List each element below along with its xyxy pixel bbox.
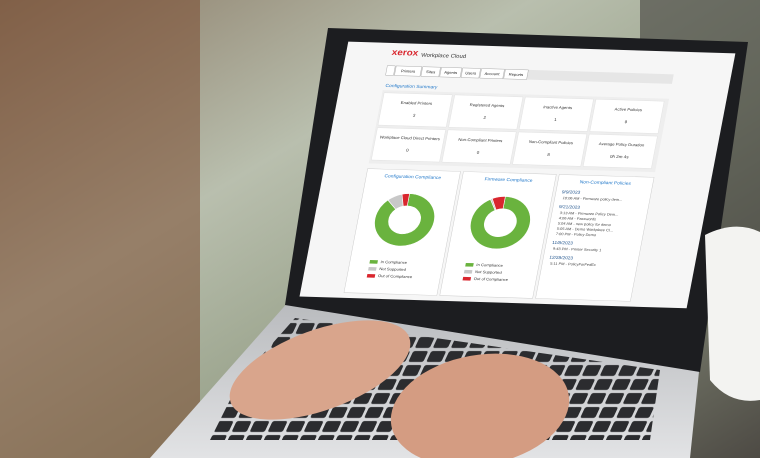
legend-label: Not Supported: [475, 269, 503, 274]
card-label: Workplace Cloud Direct Printers: [379, 135, 440, 141]
left-hand: [229, 320, 411, 420]
policy-item: 7:00 PM - Policy Demo: [555, 232, 596, 237]
policy-item: 9:43 PM - Printer Security 1: [553, 247, 602, 252]
tab-label[interactable]: Printers: [401, 69, 416, 74]
policy-item: 3:13 AM - Firmware Policy Dem...: [559, 211, 618, 216]
legend-swatch: [369, 260, 378, 264]
panel: [439, 171, 557, 299]
donut-slice: [374, 193, 435, 247]
tab[interactable]: [503, 69, 529, 80]
tab[interactable]: [420, 66, 441, 78]
card-label: Registered Agents: [469, 102, 505, 108]
policy-date: 9/21/2023: [559, 204, 581, 209]
summary-card: [448, 94, 524, 130]
tab[interactable]: [394, 65, 422, 77]
summary-card: [518, 96, 594, 132]
card-value: 1: [554, 117, 558, 122]
legend-label: Not Supported: [379, 266, 407, 271]
card-label: Inactive Agents: [543, 105, 573, 111]
donut-slice: [401, 193, 410, 207]
legend-swatch: [368, 267, 377, 271]
product-name: Workplace Cloud: [421, 53, 467, 60]
card-value: 0: [476, 150, 480, 155]
policy-date: 12/28/2023: [549, 255, 574, 260]
summary-card: [441, 129, 517, 165]
legend-swatch: [366, 274, 376, 278]
logo: xerox: [391, 47, 420, 58]
policy-date: 9/9/2023: [561, 189, 581, 194]
summary-card: [371, 127, 446, 163]
card-label: Average Policy Duration: [598, 141, 644, 147]
policy-item: 10:06 AM - Firmware policy dem...: [562, 196, 623, 202]
summary-card: [512, 131, 588, 167]
policy-item: 4:06 AM - Passwords: [558, 216, 596, 221]
tab-label[interactable]: Account: [484, 71, 501, 76]
legend-label: Out of Compliance: [378, 273, 414, 279]
tab-label[interactable]: Reports: [508, 72, 523, 77]
legend-label: Out of Compliance: [473, 276, 509, 282]
policy-item: 5:11 PM - PolicyForFedEx: [550, 262, 597, 267]
legend-label: In Compliance: [380, 259, 408, 264]
tab-label[interactable]: Users: [465, 71, 477, 76]
policy-item: 5:05 AM - Demo Workplace Cl...: [556, 227, 613, 232]
chart-title: Firmware Compliance: [484, 177, 533, 183]
policy-date: 11/8/2023: [552, 240, 574, 245]
tab-label[interactable]: Agents: [444, 70, 458, 75]
summary-card: [377, 92, 453, 128]
card-value: 9: [624, 119, 628, 124]
hair: [0, 0, 200, 458]
legend-label: In Compliance: [476, 262, 504, 267]
donut-slice: [470, 196, 531, 250]
card-value: 0h 2m 4s: [610, 154, 630, 159]
home-tab[interactable]: [385, 65, 396, 76]
donut-slice: [491, 196, 506, 211]
screen: xerox Workplace Cloud Printers Sites Agents U…: [299, 41, 736, 309]
policy-item: 5:04 AM - new policy for demo: [557, 222, 611, 227]
tab[interactable]: [479, 68, 505, 79]
card-value: 8: [547, 152, 551, 157]
tab-label[interactable]: Sites: [426, 69, 436, 74]
tab[interactable]: [460, 67, 481, 79]
card-value: 0: [406, 148, 410, 153]
card-label: Non-Compliant Printers: [458, 137, 503, 143]
card-value: 3: [412, 113, 416, 118]
card-label: Active Policies: [614, 107, 642, 112]
legend-swatch: [462, 276, 472, 281]
legend-swatch: [463, 269, 473, 274]
card-value: 2: [483, 115, 487, 120]
tab[interactable]: [439, 67, 463, 78]
right-hand: [390, 353, 570, 458]
legend-swatch: [465, 262, 474, 267]
panel-title: Non-Compliant Policies: [579, 180, 632, 186]
summary-card: [582, 133, 658, 169]
summary-card: [589, 99, 665, 134]
panel: [343, 168, 461, 296]
card-label: Non-Compliant Policies: [529, 139, 574, 145]
chart-title: Configuration Compliance: [384, 174, 442, 180]
panel: [535, 174, 655, 302]
mug: [705, 226, 760, 401]
section-title: Configuration Summary: [385, 83, 438, 89]
card-label: Enabled Printers: [400, 100, 432, 106]
